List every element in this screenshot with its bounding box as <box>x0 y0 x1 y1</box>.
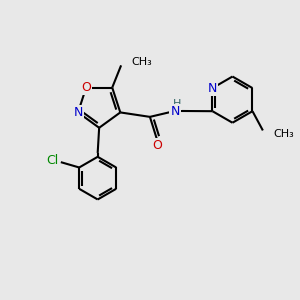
Text: O: O <box>152 140 162 152</box>
Text: CH₃: CH₃ <box>131 57 152 68</box>
Text: N: N <box>73 106 83 119</box>
Text: Cl: Cl <box>46 154 59 167</box>
Text: CH₃: CH₃ <box>273 129 294 139</box>
Text: O: O <box>81 81 91 94</box>
Text: H: H <box>173 99 182 110</box>
Text: N: N <box>170 105 180 118</box>
Text: N: N <box>208 82 217 94</box>
